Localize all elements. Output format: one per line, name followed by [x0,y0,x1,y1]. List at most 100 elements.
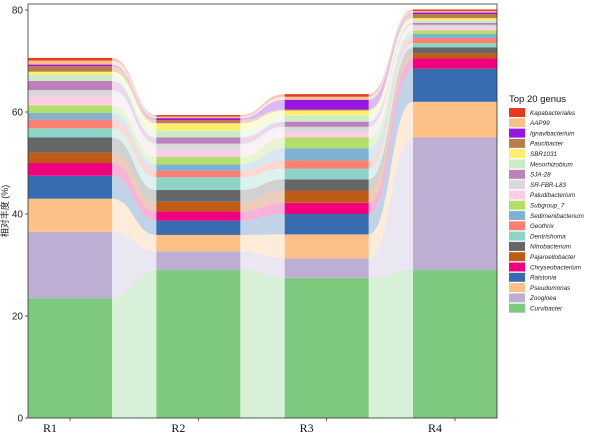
ribbon-mesorhizobium-1 [240,115,285,138]
y-axis: 0 20 40 60 80 [12,6,28,425]
bar-segment-chryseobacterium-r1 [28,163,112,176]
ribbon-kapabacteriales-2 [368,9,413,97]
bar-segment-paucibacter-r3 [284,109,369,111]
y-tick-label: 40 [12,210,24,221]
bar-segment-subgroup_7-r2 [156,156,241,165]
ribbon-chryseobacterium-1 [240,202,285,221]
bar-segment-geothrix-r2 [156,170,241,178]
bar-segment-chryseobacterium-r3 [284,202,369,214]
bar-segment-sja-28-r4 [413,22,497,25]
legend-label-dentrishoma: Dentrishoma [530,233,566,240]
bar-segment-aap99-r3 [284,96,369,100]
ribbon-subgroup_7-0 [112,105,157,165]
bar-segment-zoogloea-r1 [28,231,112,299]
legend-label-pajaroellobacter: Pajaroellobacter [530,254,576,261]
bar-segment-pseudomonas-r2 [156,234,241,252]
bar-segment-geothrix-r4 [413,38,497,44]
ribbon-aap99-0 [112,60,157,119]
ribbon-sja-28-2 [368,22,413,127]
bar-segment-sbr1031-r2 [156,123,241,131]
bar-segment-dentrishoma-r1 [28,128,112,138]
legend-label-sja-28: SJA-28 [530,172,551,179]
legend-swatch-pseudomonas [509,283,525,293]
x-tick-label-r3: R3 [300,421,314,433]
legend-label-sr-fbr-l83: SR-FBR-L83 [530,182,567,189]
bar-segment-pajaroellobacter-r2 [156,201,241,212]
bar-segment-zoogloea-r4 [413,137,497,271]
bar-segment-nitrobacterium-r3 [284,179,369,191]
bar-segment-geothrix-r1 [28,119,112,129]
bar-segment-sedimenibacterium-r1 [28,113,112,120]
bar-segment-paucibacter-r4 [413,14,497,19]
bar-segment-curvibacter-r4 [413,270,497,418]
ribbon-ignavibacterium-0 [112,64,157,121]
ribbon-sr-fbr-l83-0 [112,90,157,150]
bar-segment-aap99-r1 [28,60,112,65]
legend-swatch-kapabacteriales [509,108,525,117]
ribbon-ignavibacterium-1 [240,99,285,121]
y-tick-label: 60 [12,108,24,119]
ribbon-subgroup_7-2 [368,30,413,149]
bar-segment-nitrobacterium-r4 [413,47,497,54]
ribbon-mesorhizobium-0 [112,74,157,138]
legend-swatch-sr-fbr-l83 [509,180,525,190]
legend-label-nitrobacterium: Nitrobacterium [530,244,571,251]
legend-label-pseudomonas: Pseudomonas [530,285,571,292]
x-tick-label-r4: R4 [428,421,442,433]
ribbon-nitrobacterium-2 [368,47,413,191]
ribbon-paludibacterium-2 [368,27,413,138]
legend-label-mesorhizobium: Mesorhizobium [530,161,573,168]
bar-segment-nitrobacterium-r1 [28,137,112,153]
bar-segment-zoogloea-r2 [156,251,241,271]
bar-segment-mesorhizobium-r2 [156,130,241,138]
ribbon-aap99-1 [240,96,285,119]
bar-segment-sja-28-r3 [284,121,369,127]
legend-label-sedimenibacterium: Sedimenibacterium [530,213,584,220]
bar-segment-sbr1031-r3 [284,110,369,116]
y-tick-label: 20 [12,312,24,323]
ribbon-paucibacter-0 [112,66,157,124]
legend-label-ignavibacterium: Ignavibacterium [530,130,574,137]
bar-segment-ralstonia-r2 [156,220,241,235]
bar-segment-pajaroellobacter-r3 [284,190,369,203]
bar-segment-paludibacterium-r2 [156,149,241,157]
y-tick-label: 80 [12,6,24,17]
legend-swatch-dentrishoma [509,231,525,241]
legend-swatch-paludibacterium [509,190,525,200]
ribbon-paludibacterium-1 [240,132,285,157]
ribbon-sedimenibacterium-0 [112,113,157,171]
bar-segment-dentrishoma-r2 [156,177,241,191]
bar-segment-nitrobacterium-r2 [156,190,241,202]
bar-segment-sja-28-r2 [156,137,241,144]
bar-segment-mesorhizobium-r4 [413,20,497,23]
legend-label-kapabacteriales: Kapabacteriales [530,110,576,117]
bar-segment-sbr1031-r1 [28,71,112,75]
bar-segment-chryseobacterium-r4 [413,58,497,69]
bar-segment-sja-28-r1 [28,80,112,91]
bar-segment-dentrishoma-r3 [284,168,369,180]
bar-segment-paucibacter-r1 [28,66,112,72]
x-tick-label-r1: R1 [43,421,57,433]
ribbon-curvibacter-1 [240,270,285,418]
ribbon-ignavibacterium-2 [368,12,413,110]
bar-segment-ralstonia-r1 [28,175,112,199]
ribbon-kapabacteriales-0 [112,57,157,117]
bar-segment-sr-fbr-l83-r1 [28,90,112,97]
ribbon-pseudomonas-0 [112,198,157,252]
ribbon-sbr1031-0 [112,71,157,131]
stacked-bars [28,9,497,418]
ribbon-paucibacter-2 [368,14,413,111]
bar-segment-pseudomonas-r3 [284,234,369,259]
bar-segment-curvibacter-r2 [156,270,241,418]
bar-segment-mesorhizobium-r1 [28,74,112,81]
bar-segment-curvibacter-r3 [284,277,369,418]
ribbon-dentrishoma-0 [112,128,157,191]
ribbon-zoogloea-1 [240,251,285,278]
ribbon-dentrishoma-1 [240,168,285,191]
bar-segment-ralstonia-r3 [284,214,369,235]
bar-segment-subgroup_7-r1 [28,105,112,114]
bar-segment-aap99-r4 [413,11,497,13]
legend-label-geothrix: Geothrix [530,223,555,230]
bar-segment-chryseobacterium-r2 [156,211,241,221]
bar-segment-mesorhizobium-r3 [284,115,369,122]
